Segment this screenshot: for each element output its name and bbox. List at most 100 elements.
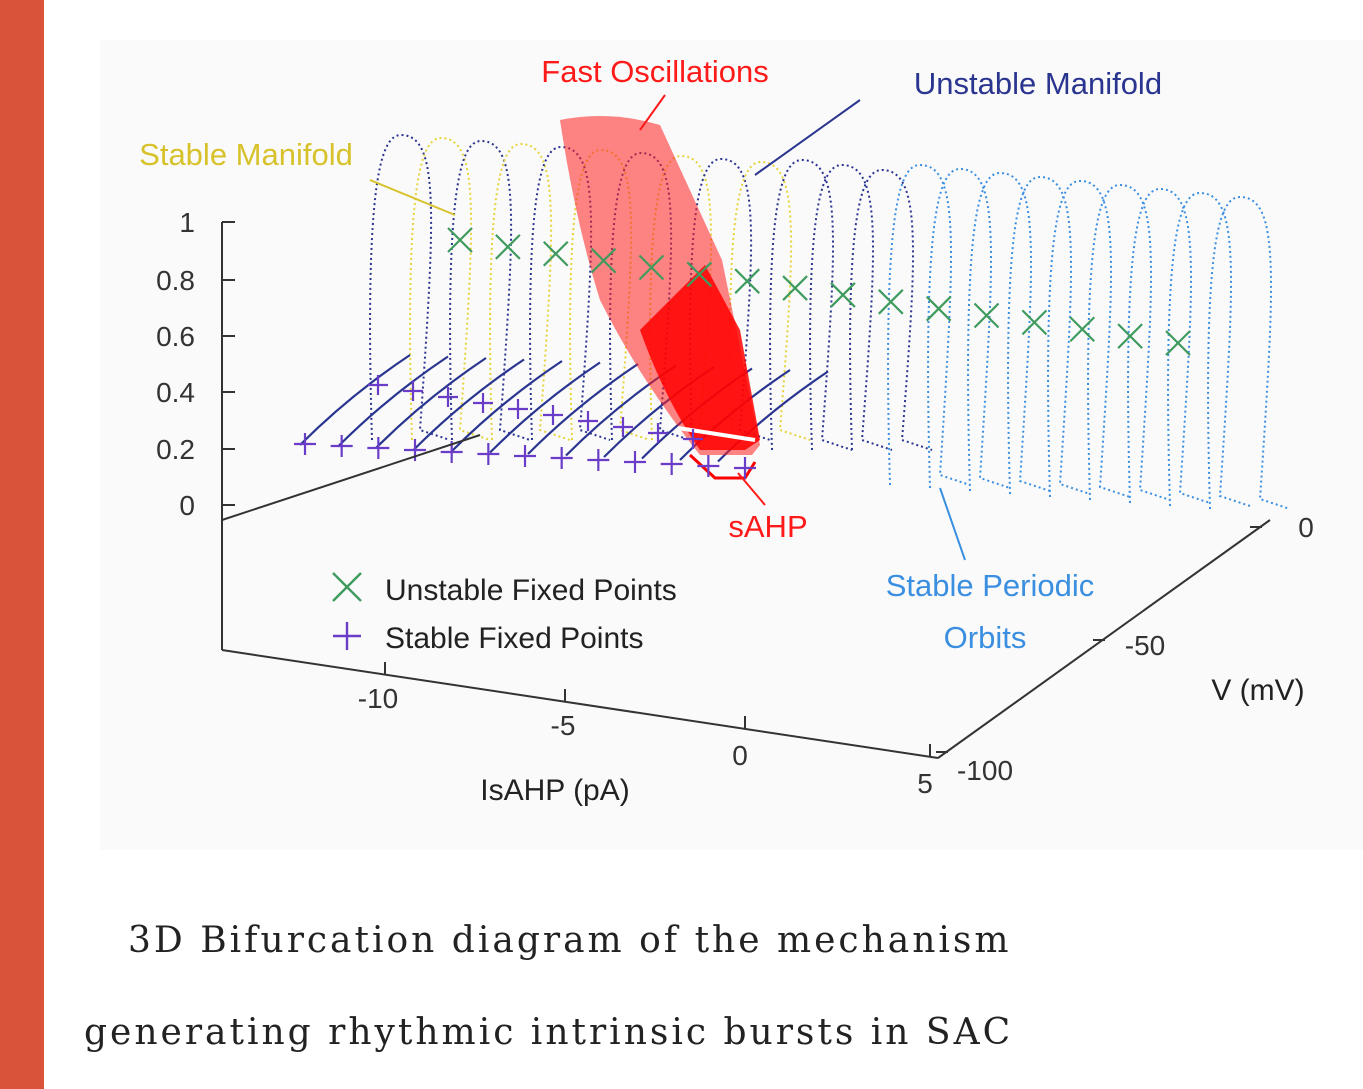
z-tick-label: 0 <box>179 490 195 521</box>
z-tick-label: 1 <box>179 207 195 238</box>
y-tick-label: 0 <box>1298 512 1314 543</box>
unstable-manifold-loop <box>809 163 893 451</box>
fast-oscillations-white-band <box>677 426 756 442</box>
stable-manifold-leader <box>369 179 456 216</box>
unstable-fixed-point <box>1165 330 1191 356</box>
stable-periodic-orbit <box>1167 191 1251 507</box>
x-axis-label: IsAHP (pA) <box>480 774 630 807</box>
unstable-fixed-point <box>686 261 713 288</box>
stable-fixed-point <box>683 429 703 449</box>
stable-manifold-loop <box>409 136 491 441</box>
stable-fixed-point <box>368 375 388 395</box>
stable-fixed-point <box>734 457 756 479</box>
unstable-manifold-branch <box>337 355 449 448</box>
bifurcation-3d-plot: 1 0.8 0.6 0.4 0.2 0 -10 -5 0 5 IsAHP (pA… <box>139 54 1314 807</box>
stable-manifold-label: Stable Manifold <box>139 137 353 172</box>
unstable-manifold-branch <box>489 361 601 454</box>
y-tick-label: -50 <box>1125 630 1165 661</box>
stable-fixed-point <box>660 453 683 475</box>
unstable-fixed-point <box>734 268 760 294</box>
unstable-fixed-point <box>1021 309 1048 336</box>
stable-periodic-orbits-label-2: Orbits <box>944 620 1027 655</box>
caption-line-1: 3D Bifurcation diagram of the mechanism <box>128 920 1012 961</box>
z-tick-label: 0.6 <box>156 321 195 352</box>
unstable-fixed-point <box>638 254 665 281</box>
z-tick-label: 0.8 <box>156 265 195 296</box>
stable-fixed-point <box>438 387 458 407</box>
stable-fixed-point <box>514 445 536 467</box>
stable-fixed-point <box>550 447 573 469</box>
stable-manifold-loop <box>729 160 811 441</box>
unstable-fixed-point <box>830 282 856 308</box>
stable-fixed-point <box>294 433 316 455</box>
legend-unstable-marker <box>332 572 362 602</box>
y-axis-label: V (mV) <box>1211 674 1304 707</box>
back-floor-line <box>221 434 481 521</box>
z-tick-label: 0.2 <box>156 434 195 465</box>
stable-manifold-loop <box>489 142 571 441</box>
unstable-manifold-loop <box>769 158 853 451</box>
fast-oscillations-leader <box>639 94 666 131</box>
fixed-point-markers <box>294 227 1191 479</box>
unstable-manifold-branch <box>299 354 411 446</box>
y-ticks <box>936 526 1262 753</box>
stable-fixed-point <box>648 423 668 443</box>
sahp-label: sAHP <box>728 509 807 544</box>
legend: Unstable Fixed Points Stable Fixed Point… <box>332 572 677 655</box>
stable-fixed-point <box>578 411 598 431</box>
legend-unstable-label: Unstable Fixed Points <box>385 574 677 607</box>
stable-fixed-point <box>477 443 500 465</box>
unstable-manifold-label: Unstable Manifold <box>914 66 1162 101</box>
x-tick-label: 0 <box>732 740 748 771</box>
sahp-leader <box>737 472 766 506</box>
unstable-manifold-branch <box>413 358 525 451</box>
unstable-fixed-point <box>590 247 617 274</box>
unstable-fixed-point <box>973 302 1000 329</box>
x-tick-label: -5 <box>551 710 576 741</box>
unstable-manifold-branch <box>527 363 639 455</box>
stable-periodic-orbit <box>1087 183 1171 501</box>
unstable-fixed-point <box>782 275 808 301</box>
stable-fixed-point <box>613 417 633 437</box>
unstable-manifold-leader <box>754 99 861 176</box>
stable-periodic-orbit <box>1207 195 1291 510</box>
stable-periodic-orbit <box>1047 179 1131 498</box>
legend-stable-marker <box>333 622 361 650</box>
unstable-manifold-loop <box>849 168 933 451</box>
stable-fixed-point <box>624 451 646 473</box>
stable-fixed-point <box>403 381 423 401</box>
unstable-manifold-loop <box>369 133 451 441</box>
unstable-manifold-loop <box>449 139 531 441</box>
stable-fixed-point <box>697 455 720 477</box>
legend-stable-label: Stable Fixed Points <box>385 622 643 655</box>
x-ticks <box>384 662 931 757</box>
fast-oscillations-core <box>640 265 760 450</box>
stable-periodic-orbit <box>1127 187 1211 504</box>
z-ticks <box>222 221 235 506</box>
stable-fixed-point <box>330 435 353 457</box>
stable-fixed-point <box>367 437 390 459</box>
unstable-fixed-point <box>878 289 904 315</box>
stable-fixed-point <box>543 405 563 425</box>
x-axis-line <box>221 649 939 759</box>
stable-fixed-point <box>508 399 528 419</box>
z-tick-label: 0.4 <box>156 377 195 408</box>
unstable-fixed-point <box>542 240 569 267</box>
unstable-fixed-point <box>1069 316 1096 343</box>
unstable-fixed-point <box>495 234 521 260</box>
fast-oscillations-label: Fast Oscillations <box>541 54 768 89</box>
stable-fixed-point <box>587 449 610 471</box>
unstable-manifold-loop <box>529 145 611 441</box>
caption-line-2: generating rhythmic intrinsic bursts in … <box>84 1012 1014 1053</box>
x-tick-label: 5 <box>917 768 933 799</box>
unstable-manifold-branch <box>375 357 487 449</box>
stable-periodic-orbits-leader <box>939 487 966 561</box>
stable-periodic-orbit <box>1007 175 1091 495</box>
stable-fixed-point <box>473 393 493 413</box>
x-tick-label: -10 <box>358 683 398 714</box>
unstable-fixed-point <box>447 227 473 253</box>
stable-periodic-orbits-label-1: Stable Periodic <box>886 568 1095 603</box>
y-tick-label: -100 <box>957 755 1013 786</box>
unstable-fixed-point <box>925 295 952 322</box>
unstable-fixed-point <box>1117 323 1143 349</box>
